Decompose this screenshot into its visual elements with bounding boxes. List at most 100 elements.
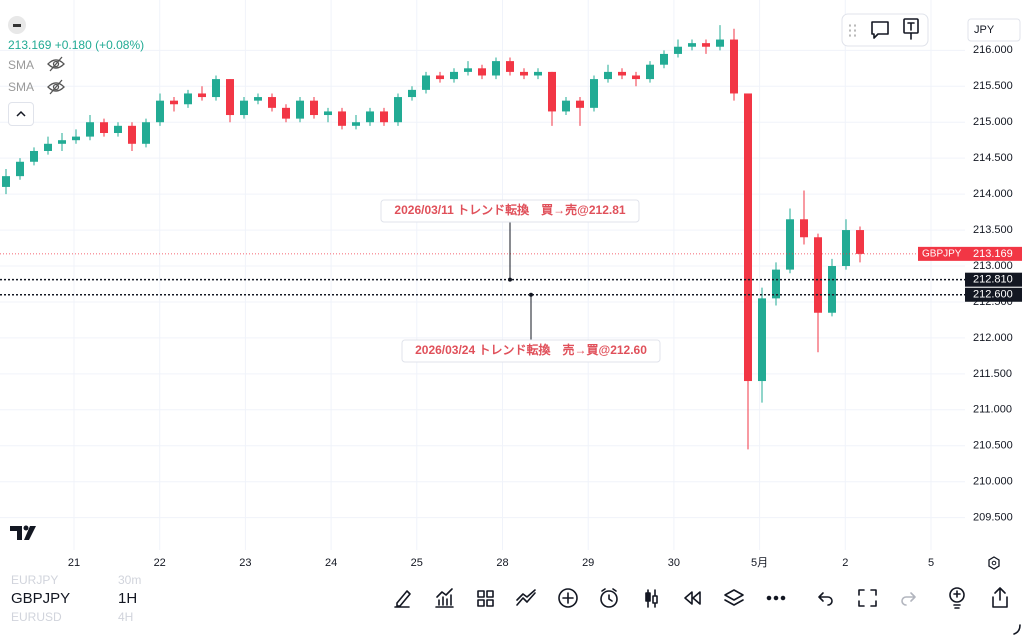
candle-body bbox=[240, 100, 248, 116]
candle-body bbox=[646, 64, 654, 80]
candle-body bbox=[786, 219, 794, 270]
floating-toolbar bbox=[841, 13, 929, 47]
candle-body bbox=[226, 79, 234, 116]
candle-body bbox=[506, 61, 514, 72]
currency: JPY bbox=[974, 24, 995, 36]
candle-body bbox=[310, 100, 318, 116]
candle-body bbox=[800, 219, 808, 238]
currency-select[interactable] bbox=[967, 18, 1021, 42]
visibility-icons[interactable] bbox=[46, 56, 66, 98]
hline-label: 212.600 bbox=[973, 289, 1013, 301]
x-tick-label: 25 bbox=[411, 557, 423, 569]
x-tick-label: 22 bbox=[154, 557, 166, 569]
toolbar-icons[interactable] bbox=[394, 587, 1021, 635]
x-tick-label: 23 bbox=[239, 557, 251, 569]
x-tick-label: 2 bbox=[842, 557, 848, 569]
candle-body bbox=[142, 122, 150, 144]
candle-body bbox=[632, 75, 640, 80]
candle-body bbox=[380, 111, 388, 123]
hline-label: 212.810 bbox=[973, 274, 1013, 286]
candle-body bbox=[688, 43, 696, 47]
y-tick-label: 216.000 bbox=[973, 44, 1013, 56]
candle-body bbox=[716, 39, 724, 47]
candle-body bbox=[254, 97, 262, 101]
candle-body bbox=[534, 71, 542, 76]
collapse-button[interactable] bbox=[8, 102, 34, 126]
y-tick-label: 209.500 bbox=[973, 512, 1013, 524]
y-tick-label: 211.000 bbox=[973, 404, 1012, 416]
candle-body bbox=[828, 266, 836, 313]
last-price-symbol: GBPJPY bbox=[922, 249, 962, 260]
candle-body bbox=[842, 230, 850, 267]
x-tick-label: 30 bbox=[668, 557, 680, 569]
candle-body bbox=[478, 68, 486, 76]
candle-body bbox=[436, 75, 444, 80]
x-tick-label: 29 bbox=[582, 557, 594, 569]
indicator[interactable]: SMA bbox=[8, 80, 35, 94]
y-tick-label: 215.500 bbox=[973, 80, 1013, 92]
symbol-faded[interactable]: EURUSD bbox=[11, 610, 62, 624]
x-tick-label: 5 bbox=[928, 557, 934, 569]
bottom-bar bbox=[0, 575, 1024, 642]
candle-body bbox=[338, 111, 346, 126]
candle-body bbox=[58, 140, 66, 144]
annotation-box bbox=[380, 199, 640, 223]
y-tick-label: 214.500 bbox=[973, 152, 1013, 164]
price: 213.169 bbox=[8, 38, 52, 52]
candle-body bbox=[744, 93, 752, 382]
y-tick-label: 212.000 bbox=[973, 332, 1013, 344]
y-tick-label: 214.000 bbox=[973, 188, 1013, 200]
interval[interactable]: 1H bbox=[118, 590, 138, 607]
candle-body bbox=[408, 89, 416, 98]
symbol-faded[interactable]: EURJPY bbox=[11, 573, 59, 587]
candle-body bbox=[772, 269, 780, 299]
hline-tag bbox=[965, 287, 1022, 302]
y-tick-label: 215.000 bbox=[973, 116, 1013, 128]
interval-faded[interactable]: 4H bbox=[118, 610, 134, 624]
y-tick-label: 213.000 bbox=[973, 260, 1013, 272]
symbol[interactable]: GBPJPY bbox=[11, 590, 71, 607]
interval-faded[interactable]: 30m bbox=[118, 573, 142, 587]
candle-body bbox=[170, 100, 178, 105]
candle-body bbox=[520, 71, 528, 76]
x-tick-label: 5月 bbox=[751, 557, 768, 569]
candle-body bbox=[72, 136, 80, 141]
change: +0.180 (+0.08%) bbox=[54, 38, 145, 52]
candle-body bbox=[548, 71, 556, 112]
y-tick-label: 210.500 bbox=[973, 440, 1013, 452]
x-tick-label: 24 bbox=[325, 557, 337, 569]
annotation-dot bbox=[529, 292, 533, 297]
candle-body bbox=[702, 43, 710, 47]
candle-body bbox=[562, 100, 570, 112]
candle-body bbox=[758, 298, 766, 382]
candle-body bbox=[352, 122, 360, 126]
candle-body bbox=[814, 237, 822, 313]
symbol-icon bbox=[8, 16, 26, 34]
tv-logo bbox=[10, 525, 36, 540]
candle-body bbox=[674, 46, 682, 54]
x-tick-label: 21 bbox=[68, 557, 80, 569]
floating-toolbar-icons[interactable] bbox=[849, 18, 919, 40]
axis-settings[interactable] bbox=[988, 556, 1000, 570]
candle-body bbox=[30, 150, 38, 162]
last-price-value: 213.169 bbox=[973, 248, 1013, 260]
candle-body bbox=[366, 111, 374, 123]
candle-body bbox=[576, 100, 584, 108]
annotation-text: 2026/03/11 トレンド転換 買→売@212.81 bbox=[394, 202, 625, 217]
candle-body bbox=[282, 107, 290, 119]
annotation-box bbox=[401, 339, 661, 363]
annotation-text: 2026/03/24 トレンド転換 売→買@212.60 bbox=[415, 342, 647, 357]
candle-body bbox=[296, 100, 304, 119]
indicator[interactable]: SMA bbox=[8, 58, 35, 72]
candle-body bbox=[730, 39, 738, 94]
candle-body bbox=[856, 230, 864, 254]
candle-body bbox=[44, 143, 52, 151]
candle-body bbox=[268, 97, 276, 108]
annotation-dot bbox=[508, 277, 512, 282]
y-tick-label: 211.500 bbox=[973, 368, 1012, 380]
y-tick-label: 210.000 bbox=[973, 476, 1013, 488]
candle-body bbox=[16, 161, 24, 177]
candle-body bbox=[604, 71, 612, 80]
